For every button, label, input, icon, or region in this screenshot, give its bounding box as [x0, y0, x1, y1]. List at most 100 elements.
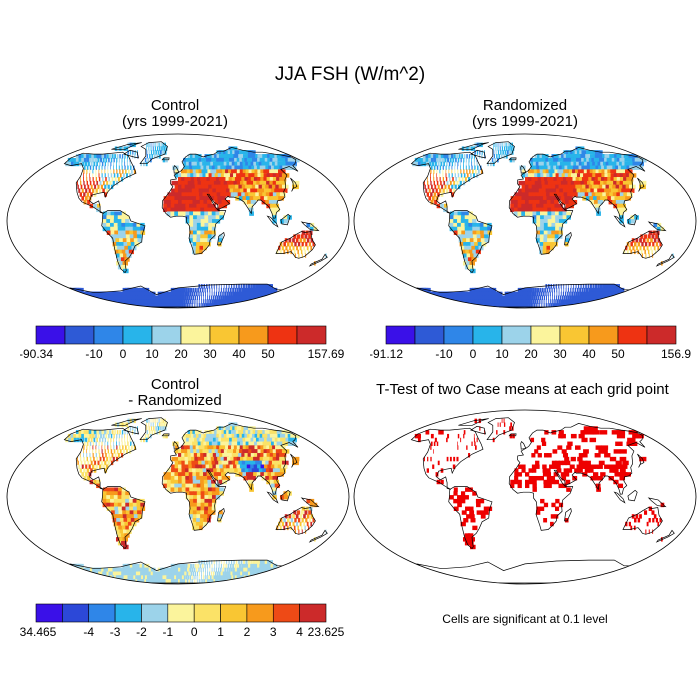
- coastline-japan: [637, 453, 645, 468]
- coastline-australia: [622, 231, 663, 259]
- coastline-new-zealand: [655, 253, 675, 267]
- figure-title: JJA FSH (W/m^2): [274, 64, 426, 85]
- map-difference: [6, 409, 350, 585]
- map-control: [6, 133, 350, 309]
- coastline-iceland: [161, 433, 170, 437]
- colorbar-box: [35, 603, 63, 623]
- coastline-arctic-islands: [111, 418, 142, 426]
- map-ocean: [354, 410, 696, 584]
- colorbar-tick-label: -4: [83, 625, 94, 639]
- colorbar-box: [62, 603, 90, 623]
- map-border: [353, 133, 697, 309]
- coastline-japan: [637, 177, 645, 192]
- panel-title-difference: Control - Randomized: [75, 377, 275, 409]
- colorbar-box: [414, 325, 445, 345]
- coastline-madagascar: [564, 231, 572, 246]
- coastline-greenland: [139, 141, 168, 165]
- colorbar-box: [209, 325, 240, 345]
- coastline-borneo: [280, 213, 291, 226]
- coastline-new-zealand: [655, 529, 675, 543]
- colorbar-box: [472, 325, 503, 345]
- coastline-iceland: [508, 157, 517, 161]
- panel-title-line1: Control: [150, 97, 200, 114]
- coastline-north-america: [410, 151, 484, 214]
- coastline-africa-eurasia: [161, 423, 299, 531]
- coastline-iceland: [161, 157, 170, 161]
- panel-title-control: Control (yrs 1999-2021): [75, 98, 275, 130]
- coastline-south-america: [101, 210, 146, 274]
- coastline-africa-eurasia: [161, 147, 299, 255]
- colorbar-box: [193, 603, 221, 623]
- coastline-borneo: [627, 213, 638, 226]
- colorbar-box: [646, 325, 677, 345]
- coastline-baffin: [469, 149, 486, 159]
- colorbar-box: [296, 325, 327, 345]
- coastline-uk: [520, 165, 527, 174]
- colorbar-box: [35, 325, 66, 345]
- colorbar-box: [180, 325, 211, 345]
- coastlines: [410, 417, 675, 584]
- colorbar-tick-label: 40: [582, 347, 596, 361]
- panel-title-line2: (yrs 1999-2021): [122, 113, 228, 130]
- colorbar-tick-label: -10: [85, 347, 103, 361]
- colorbar-box: [246, 603, 274, 623]
- panel-title-line1: Randomized: [482, 97, 568, 114]
- coastline-baffin: [122, 149, 139, 159]
- coastline-baffin: [122, 425, 139, 435]
- map-randomized: [353, 133, 697, 309]
- coastline-greenland: [139, 417, 168, 441]
- coastline-arctic-islands: [111, 142, 142, 150]
- coastline-arctic-islands: [458, 418, 489, 426]
- coastline-new-guinea: [300, 497, 320, 508]
- colorbar-tick-label: 50: [611, 347, 625, 361]
- colorbar-box: [220, 603, 248, 623]
- panel-title-line2: - Randomized: [128, 392, 222, 409]
- coastline-north-america: [63, 151, 137, 214]
- colorbar-tick-label: 1: [217, 625, 224, 639]
- colorbar-tick-label: -10: [435, 347, 453, 361]
- colorbar-box: [64, 325, 95, 345]
- map-cells: [65, 418, 327, 584]
- panel-title-line1: T-Test of two Case means at each grid po…: [376, 381, 669, 398]
- map-border: [6, 409, 350, 585]
- coastline-madagascar: [217, 231, 225, 246]
- coastline-sumatra: [266, 215, 279, 228]
- colorbar-box: [238, 325, 269, 345]
- colorbar-min-label: -34.465: [20, 625, 57, 639]
- colorbar-tick-label: 10: [495, 347, 509, 361]
- colorbar-difference: -34.465 -4 -3 -2 -1 0 1 2 3 4 23.625: [20, 603, 345, 639]
- colorbar-max-label: 23.625: [308, 625, 345, 639]
- coastline-japan: [290, 453, 298, 468]
- colorbar-tick-label: -2: [136, 625, 147, 639]
- coastline-borneo: [627, 489, 638, 502]
- coastline-australia: [622, 507, 663, 535]
- colorbar-tick-label: 0: [470, 347, 477, 361]
- colorbar-box: [530, 325, 561, 345]
- coastline-new-guinea: [647, 497, 667, 508]
- colorbar-tick-label: 10: [145, 347, 159, 361]
- colorbar-box: [93, 325, 124, 345]
- colorbar-tick-label: 50: [261, 347, 275, 361]
- colorbar-tick-label: 20: [174, 347, 188, 361]
- coastline-south-america: [448, 210, 493, 274]
- coastline-uk: [520, 441, 527, 450]
- colorbar-box: [299, 603, 327, 623]
- coastline-new-zealand: [308, 253, 328, 267]
- coastline-australia: [275, 507, 316, 535]
- colorbar-box: [122, 325, 153, 345]
- panel-title-line1: Control: [150, 376, 200, 393]
- colorbar-box: [114, 603, 142, 623]
- coastline-south-america: [101, 486, 146, 550]
- coastline-borneo: [280, 489, 291, 502]
- coastline-new-guinea: [647, 221, 667, 232]
- colorbar-box: [151, 325, 182, 345]
- coastline-uk: [173, 441, 180, 450]
- colorbar-box: [167, 603, 195, 623]
- coastline-japan: [290, 177, 298, 192]
- colorbar-tick-label: 0: [120, 347, 127, 361]
- colorbar-tick-label: -3: [110, 625, 121, 639]
- coastline-greenland: [486, 141, 515, 165]
- colorbar-tick-label: 2: [244, 625, 251, 639]
- colorbar-tick-label: 0: [191, 625, 198, 639]
- colorbar-tick-label: 30: [553, 347, 567, 361]
